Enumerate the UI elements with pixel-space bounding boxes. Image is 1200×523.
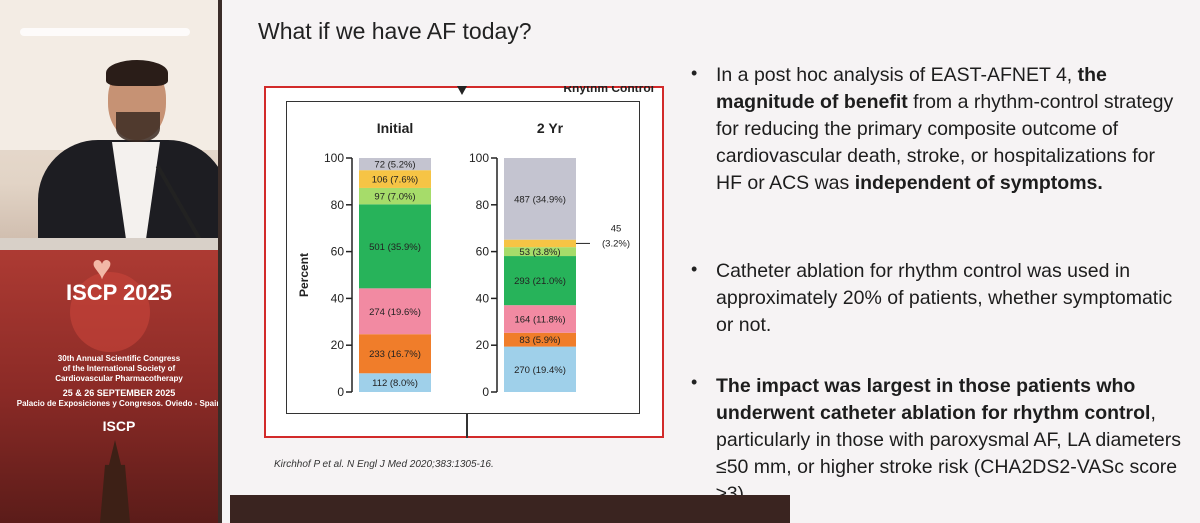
podium-logo-text: ISCP 2025: [65, 280, 172, 305]
figure-frame: [264, 86, 664, 438]
y-tick-label: 20: [476, 338, 490, 352]
y-tick-label: 20: [331, 338, 345, 352]
podium-congress-line: 30th Annual Scientific Congress: [57, 354, 181, 363]
data-label: 501 (35.9%): [369, 242, 421, 253]
bullet-1: In a post hoc analysis of EAST-AFNET 4, …: [716, 62, 1176, 197]
data-label: 83 (5.9%): [519, 335, 560, 346]
y-tick-label: 40: [331, 291, 345, 305]
data-label: (3.2%): [602, 238, 630, 249]
y-tick-label: 100: [469, 151, 489, 165]
y-tick-label: 40: [476, 291, 490, 305]
slide-title: What if we have AF today?: [258, 18, 532, 44]
stacked-bar-segment: [359, 334, 431, 374]
stacked-bar-segment: [359, 204, 431, 289]
panel-divider: [466, 414, 468, 438]
bullet-emphasis: the magnitude of benefit: [716, 64, 1107, 113]
stacked-bar-segment: [504, 305, 576, 333]
heart-icon: ♥: [91, 249, 113, 287]
y-tick-label: 60: [331, 245, 345, 259]
podium-congress-line: of the International Society of: [62, 364, 176, 373]
data-label: 45: [611, 223, 622, 234]
data-label: 112 (8.0%): [372, 378, 418, 389]
data-label: 487 (34.9%): [514, 194, 566, 205]
podium-dates: 25 & 26 SEPTEMBER 2025: [62, 388, 176, 398]
ceiling-light: [20, 28, 190, 36]
data-label: 270 (19.4%): [514, 365, 566, 376]
bullet-2: Catheter ablation for rhythm control was…: [716, 260, 1173, 336]
speaker-beard: [116, 112, 160, 142]
y-axis-label: Percent: [297, 253, 311, 297]
bullet-dot: •: [691, 63, 698, 83]
chart-partial-header: Rhythm Control: [563, 86, 654, 95]
data-label: 53 (3.8%): [519, 247, 560, 258]
screen-frame-bottom: [230, 495, 790, 523]
data-label: 164 (11.8%): [514, 314, 565, 325]
stacked-bar-segment: [359, 158, 431, 171]
bullet-emphasis: The impact was largest in those patients…: [716, 375, 1151, 424]
stacked-bar-segment: [359, 288, 431, 335]
stacked-bar-segment: [359, 187, 431, 205]
bullet-3: The impact was largest in those patients…: [716, 373, 1186, 508]
category-label: Initial: [377, 120, 414, 136]
citation: Kirchhof P et al. N Engl J Med 2020;383:…: [274, 459, 494, 470]
data-label: 72 (5.2%): [374, 160, 415, 171]
data-label: 97 (7.0%): [374, 192, 415, 203]
stacked-bar-segment: [504, 239, 576, 248]
podium-logo-circle: [70, 272, 150, 352]
podium-top: [0, 238, 238, 250]
podium-venue: Palacio de Exposiciones y Congresos. Ovi…: [16, 399, 222, 408]
stacked-bar-segment: [359, 373, 431, 392]
chart-panel: [286, 101, 640, 414]
podium-congress-line: Cardiovascular Pharmacotherapy: [55, 374, 183, 383]
y-tick-label: 80: [331, 198, 345, 212]
y-tick-label: 60: [476, 245, 490, 259]
y-tick-label: 0: [482, 385, 489, 399]
bullet-text: In a post hoc analysis of EAST-AFNET 4,: [716, 64, 1078, 86]
speaker-hair: [106, 60, 168, 86]
stacked-bar-segment: [504, 346, 576, 392]
stacked-bar-chart: Rhythm Control Percent 0 20 40 60 80 100 Initial…: [297, 86, 654, 399]
podium-small-logo: ISCP: [102, 418, 136, 434]
stacked-bar-segment: [504, 256, 576, 306]
stacked-bar-segment: [504, 332, 576, 347]
bullet-text: from a rhythm-control strategy for reduc…: [716, 91, 1174, 194]
bullet-dot: •: [691, 259, 698, 279]
arrow-down-icon: [457, 86, 467, 95]
category-label: 2 Yr: [537, 120, 564, 136]
y-tick-label: 100: [324, 151, 344, 165]
y-tick-label: 0: [337, 385, 344, 399]
stacked-bar-segment: [504, 158, 576, 240]
data-label: 274 (19.6%): [369, 307, 421, 318]
stacked-bar-segment: [359, 170, 431, 188]
stacked-bar-segment: [504, 247, 576, 257]
data-label: 233 (16.7%): [369, 349, 421, 360]
y-tick-label: 80: [476, 198, 490, 212]
bullet-dot: •: [691, 372, 698, 392]
data-label: 106 (7.6%): [372, 175, 418, 186]
bullet-emphasis: independent of symptoms.: [854, 172, 1103, 194]
data-label: 293 (21.0%): [514, 276, 566, 287]
